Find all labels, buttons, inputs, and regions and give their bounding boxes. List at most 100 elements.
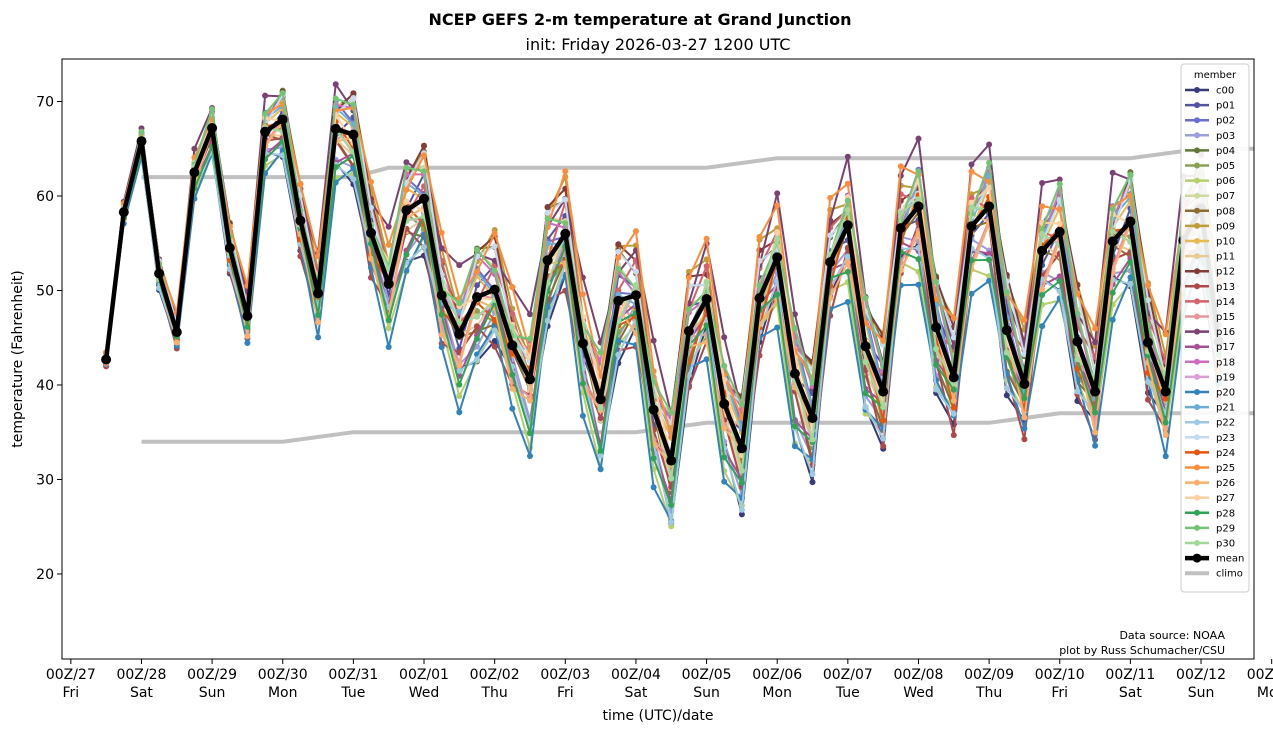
x-tick-day: Sun <box>199 685 226 701</box>
mean-series <box>101 114 1224 466</box>
member-p20-point <box>1021 425 1028 432</box>
mean-point <box>577 338 588 349</box>
member-p29-point <box>915 168 922 175</box>
member-p29-point <box>262 110 269 117</box>
legend-label: p06 <box>1216 176 1235 187</box>
member-p20-point <box>1127 274 1134 281</box>
member-p22-point <box>474 356 480 363</box>
member-p14-point <box>968 195 975 202</box>
member-p12-point <box>544 204 551 210</box>
member-p29-point <box>350 101 357 108</box>
mean-point <box>719 398 730 409</box>
legend-item-p08: p08 <box>1185 206 1235 217</box>
mean-point <box>295 215 306 226</box>
member-p16-point <box>915 135 922 142</box>
legend-item-p29: p29 <box>1185 523 1235 534</box>
member-p20-point <box>456 409 463 416</box>
member-p25-point <box>1162 331 1169 338</box>
member-p28-point <box>844 268 851 275</box>
member-p05-point <box>474 308 480 314</box>
member-p29-point <box>597 349 604 356</box>
mean-point <box>948 372 959 383</box>
legend-item-p30: p30 <box>1185 539 1235 550</box>
legend-label: p26 <box>1216 478 1235 489</box>
legend-label: p11 <box>1216 252 1235 263</box>
member-p25-point <box>933 296 940 303</box>
member-p25-point <box>756 233 763 240</box>
member-p27-point <box>721 376 728 383</box>
credit-source: Data source: NOAA <box>1119 629 1225 642</box>
member-p20-point <box>597 466 604 473</box>
member-p29-point <box>809 379 816 386</box>
member-p13-point <box>1021 436 1028 443</box>
x-tick-day: Wed <box>409 685 440 701</box>
x-tick-day: Sat <box>1119 685 1142 701</box>
member-p26-point <box>721 425 728 432</box>
mean-point <box>313 288 324 299</box>
legend-label: mean <box>1216 554 1244 565</box>
member-p28-point <box>1092 409 1099 416</box>
member-p25-point <box>491 230 498 237</box>
member-p23-point <box>615 248 622 255</box>
legend-item-p27: p27 <box>1185 493 1235 504</box>
x-tick-day: Fri <box>62 685 79 701</box>
member-p26-point <box>1092 429 1099 436</box>
x-tick-label: 00Z/31 <box>328 667 378 683</box>
legend-swatch-marker <box>1194 147 1200 154</box>
member-p30-point <box>862 359 869 365</box>
member-p26-point <box>456 362 463 369</box>
mean-point <box>436 290 447 301</box>
member-p25-point <box>403 186 410 193</box>
member-p28-point <box>579 380 586 387</box>
member-p20-point <box>1162 453 1169 460</box>
member-p29-point <box>756 282 763 289</box>
climo-high-line <box>141 146 1254 180</box>
member-p29-point <box>474 246 480 253</box>
member-p29-point <box>1056 181 1063 187</box>
x-tick-day: Thu <box>480 685 507 701</box>
member-p01-point <box>474 282 480 289</box>
chart-subtitle: init: Friday 2026-03-27 1200 UTC <box>526 35 791 54</box>
member-p25-point <box>774 202 781 209</box>
x-tick-label: 00Z/01 <box>399 667 449 683</box>
x-tick-label: 00Z/08 <box>894 667 944 683</box>
member-p27-point <box>774 229 781 235</box>
legend-label: p05 <box>1216 161 1235 172</box>
mean-point <box>913 201 924 212</box>
mean-point <box>666 455 677 466</box>
member-p14-point <box>703 263 710 270</box>
member-p25-point <box>438 229 445 236</box>
legend-label: p04 <box>1216 146 1235 157</box>
member-p30-point <box>844 207 851 213</box>
x-tick-label: 00Z/13 <box>1247 667 1273 683</box>
member-p20-point <box>844 299 851 305</box>
mean-point <box>330 123 341 134</box>
member-p20-point <box>579 412 586 419</box>
mean-point <box>825 257 836 268</box>
member-p26-point <box>244 333 251 340</box>
member-p26-point <box>844 259 851 266</box>
mean-point <box>1019 379 1030 389</box>
member-p29-point <box>456 300 463 307</box>
member-p25-point <box>615 254 622 261</box>
legend-title: member <box>1194 70 1237 81</box>
member-p23-point <box>491 243 498 250</box>
member-p20-point <box>703 356 710 363</box>
x-tick-day: Wed <box>903 685 934 701</box>
member-p28-point <box>650 455 657 462</box>
x-tick-label: 00Z/27 <box>46 667 96 683</box>
mean-point <box>1037 245 1048 256</box>
member-p16-point <box>438 245 445 252</box>
member-p16-point <box>650 337 657 344</box>
mean-point <box>648 404 659 415</box>
mean-point <box>348 129 359 140</box>
legend-label: p08 <box>1216 206 1235 217</box>
mean-point <box>613 295 624 306</box>
legend-swatch-marker <box>1194 132 1200 139</box>
member-p30-point <box>774 235 781 242</box>
legend-label: p07 <box>1216 191 1235 202</box>
member-p25-point <box>827 194 834 201</box>
legend-label: p25 <box>1216 463 1235 474</box>
legend-swatch-marker <box>1194 373 1200 380</box>
member-p06-point <box>385 325 392 332</box>
